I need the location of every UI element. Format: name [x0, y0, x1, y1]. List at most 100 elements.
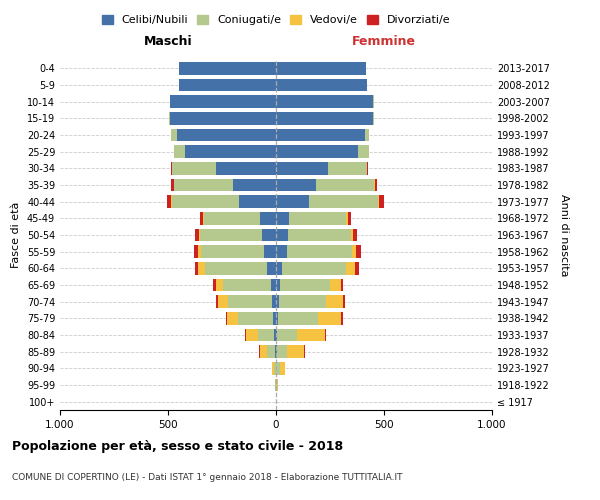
Bar	[346, 212, 348, 224]
Bar	[288, 229, 350, 241]
Bar	[276, 112, 373, 124]
Bar	[276, 79, 367, 92]
Bar	[276, 229, 288, 241]
Bar	[287, 246, 352, 258]
Bar	[174, 146, 175, 158]
Bar	[264, 246, 276, 258]
Bar	[260, 346, 268, 358]
Bar	[353, 229, 358, 241]
Bar	[276, 179, 316, 192]
Bar	[341, 279, 343, 291]
Bar	[379, 196, 383, 208]
Bar	[170, 112, 276, 124]
Bar	[171, 179, 174, 192]
Bar	[277, 346, 287, 358]
Bar	[272, 296, 276, 308]
Bar	[260, 212, 276, 224]
Bar	[239, 196, 276, 208]
Bar	[358, 146, 369, 158]
Bar	[272, 362, 274, 374]
Y-axis label: Anni di nascita: Anni di nascita	[559, 194, 569, 276]
Bar	[277, 362, 280, 374]
Bar	[179, 79, 276, 92]
Bar	[276, 346, 277, 358]
Bar	[355, 262, 359, 274]
Bar	[215, 162, 276, 174]
Bar	[229, 296, 272, 308]
Bar	[215, 279, 223, 291]
Bar	[274, 362, 275, 374]
Bar	[276, 129, 365, 141]
Bar	[273, 312, 276, 324]
Bar	[203, 212, 260, 224]
Bar	[276, 246, 287, 258]
Bar	[227, 312, 238, 324]
Bar	[296, 329, 325, 341]
Bar	[198, 246, 202, 258]
Bar	[276, 329, 277, 341]
Bar	[174, 179, 175, 192]
Bar	[276, 212, 289, 224]
Bar	[213, 279, 215, 291]
Bar	[215, 296, 218, 308]
Bar	[198, 262, 205, 274]
Bar	[194, 246, 198, 258]
Bar	[172, 162, 215, 174]
Bar	[170, 96, 276, 108]
Bar	[325, 329, 326, 341]
Bar	[373, 112, 374, 124]
Bar	[185, 146, 276, 158]
Bar	[171, 162, 172, 174]
Text: COMUNE DI COPERTINO (LE) - Dati ISTAT 1° gennaio 2018 - Elaborazione TUTTITALIA.: COMUNE DI COPERTINO (LE) - Dati ISTAT 1°…	[12, 473, 403, 482]
Bar	[276, 279, 280, 291]
Bar	[169, 112, 170, 124]
Bar	[346, 262, 355, 274]
Bar	[238, 312, 273, 324]
Bar	[226, 312, 227, 324]
Bar	[271, 279, 276, 291]
Bar	[245, 329, 246, 341]
Bar	[341, 312, 343, 324]
Bar	[274, 329, 276, 341]
Bar	[276, 379, 277, 391]
Bar	[262, 229, 276, 241]
Bar	[276, 146, 358, 158]
Bar	[375, 179, 377, 192]
Bar	[171, 129, 176, 141]
Bar	[287, 346, 304, 358]
Bar	[167, 196, 171, 208]
Bar	[352, 246, 356, 258]
Bar	[318, 312, 341, 324]
Bar	[218, 296, 229, 308]
Bar	[279, 296, 326, 308]
Bar	[326, 296, 343, 308]
Bar	[171, 196, 172, 208]
Bar	[268, 346, 275, 358]
Bar	[350, 229, 353, 241]
Bar	[278, 312, 318, 324]
Bar	[365, 129, 369, 141]
Bar	[195, 229, 199, 241]
Bar	[223, 279, 271, 291]
Bar	[175, 146, 185, 158]
Bar	[289, 212, 346, 224]
Bar	[343, 296, 345, 308]
Bar	[374, 179, 375, 192]
Bar	[205, 262, 268, 274]
Bar	[277, 379, 278, 391]
Bar	[268, 262, 276, 274]
Bar	[330, 279, 341, 291]
Bar	[176, 129, 276, 141]
Legend: Celibi/Nubili, Coniugati/e, Vedovi/e, Divorziati/e: Celibi/Nubili, Coniugati/e, Vedovi/e, Di…	[97, 10, 455, 30]
Y-axis label: Fasce di età: Fasce di età	[11, 202, 21, 268]
Text: Femmine: Femmine	[352, 36, 416, 49]
Bar	[199, 229, 200, 241]
Bar	[200, 212, 203, 224]
Bar	[280, 362, 285, 374]
Bar	[258, 329, 274, 341]
Bar	[276, 62, 365, 74]
Bar	[276, 162, 328, 174]
Bar	[246, 329, 258, 341]
Bar	[200, 229, 262, 241]
Bar	[280, 279, 330, 291]
